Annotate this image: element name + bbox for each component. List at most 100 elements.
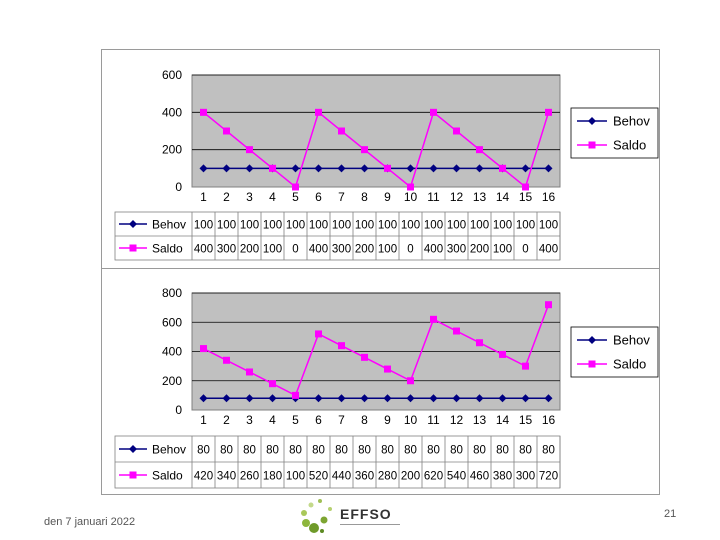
- data-point-behov: [475, 164, 484, 173]
- x-tick-label: 1: [200, 190, 207, 204]
- x-tick-label: 10: [404, 413, 418, 427]
- data-label: 80: [427, 445, 440, 457]
- data-point-saldo: [407, 183, 414, 191]
- x-tick-label: 11: [427, 190, 440, 204]
- data-point-saldo: [246, 146, 253, 154]
- x-tick-label: 2: [223, 190, 230, 204]
- data-label: 460: [470, 471, 489, 483]
- data-point-behov: [337, 394, 346, 403]
- data-label: 100: [286, 220, 305, 232]
- x-tick-label: 9: [384, 190, 391, 204]
- data-point-behov: [498, 394, 507, 403]
- data-label: 100: [516, 220, 535, 232]
- data-point-saldo: [338, 127, 345, 135]
- data-label: 720: [539, 471, 558, 483]
- data-point-behov: [406, 394, 415, 403]
- y-tick-label: 200: [162, 143, 182, 157]
- x-tick-label: 9: [384, 413, 391, 427]
- data-point-saldo: [269, 164, 276, 172]
- footer-date: den 7 januari 2022: [44, 516, 136, 528]
- data-point-saldo: [430, 315, 437, 323]
- data-label: 100: [355, 220, 374, 232]
- logo-text: EFFSO: [340, 506, 392, 522]
- x-tick-label: 6: [315, 190, 322, 204]
- data-label: 100: [217, 220, 236, 232]
- data-point-saldo: [223, 356, 230, 364]
- x-tick-label: 10: [404, 190, 418, 204]
- data-point-saldo: [361, 353, 368, 361]
- x-tick-label: 2: [223, 413, 230, 427]
- page-number: 21: [664, 508, 677, 520]
- data-label: 520: [309, 471, 328, 483]
- series-line-saldo: [203, 111, 550, 189]
- y-tick-label: 600: [162, 315, 182, 329]
- legend-key-marker: [588, 360, 596, 368]
- data-label: 100: [309, 220, 328, 232]
- data-label: 0: [407, 244, 413, 256]
- data-label: 360: [355, 471, 374, 483]
- data-label: 100: [539, 220, 558, 232]
- data-label: 80: [496, 445, 509, 457]
- data-label: 80: [450, 445, 463, 457]
- x-tick-label: 3: [246, 190, 253, 204]
- data-label: 200: [240, 244, 259, 256]
- data-label: 400: [424, 244, 443, 256]
- x-tick-label: 6: [315, 413, 322, 427]
- data-label: 80: [289, 445, 302, 457]
- x-tick-label: 13: [473, 413, 487, 427]
- legend-label: Saldo: [613, 357, 646, 372]
- data-label: 80: [358, 445, 371, 457]
- data-point-saldo: [522, 362, 529, 370]
- data-point-saldo: [338, 342, 345, 350]
- y-tick-label: 400: [162, 105, 182, 119]
- y-tick-label: 200: [162, 374, 182, 388]
- x-tick-label: 8: [361, 190, 368, 204]
- x-tick-label: 15: [519, 190, 533, 204]
- table-series-name: Saldo: [152, 469, 183, 483]
- data-label: 100: [378, 220, 397, 232]
- data-point-behov: [383, 394, 392, 403]
- data-label: 100: [240, 220, 259, 232]
- data-point-behov: [475, 394, 484, 403]
- data-label: 400: [194, 244, 213, 256]
- data-label: 100: [332, 220, 351, 232]
- data-label: 80: [243, 445, 256, 457]
- table-key-marker: [129, 220, 137, 228]
- data-label: 80: [381, 445, 394, 457]
- data-point-saldo: [545, 301, 552, 309]
- x-tick-label: 5: [292, 190, 299, 204]
- data-label: 260: [240, 471, 259, 483]
- data-point-behov: [544, 164, 553, 173]
- data-point-saldo: [223, 127, 230, 135]
- x-tick-label: 3: [246, 413, 253, 427]
- y-tick-label: 0: [175, 180, 182, 194]
- data-point-behov: [199, 164, 208, 173]
- data-point-behov: [222, 394, 231, 403]
- data-label: 80: [312, 445, 325, 457]
- table-series-name: Behov: [152, 218, 186, 232]
- effso-logo: EFFSO: [301, 499, 400, 533]
- data-label: 540: [447, 471, 466, 483]
- x-tick-label: 5: [292, 413, 299, 427]
- data-point-behov: [429, 394, 438, 403]
- data-point-behov: [406, 164, 415, 173]
- data-label: 100: [378, 244, 397, 256]
- data-label: 300: [217, 244, 236, 256]
- x-tick-label: 12: [450, 413, 464, 427]
- data-point-saldo: [499, 164, 506, 172]
- data-label: 340: [217, 471, 236, 483]
- x-tick-label: 14: [496, 190, 510, 204]
- x-tick-label: 16: [542, 413, 556, 427]
- legend-box: [570, 326, 659, 378]
- data-point-behov: [314, 394, 323, 403]
- data-point-saldo: [499, 350, 506, 358]
- data-point-saldo: [476, 146, 483, 154]
- data-label: 80: [404, 445, 417, 457]
- x-tick-label: 7: [338, 413, 345, 427]
- data-label: 440: [332, 471, 351, 483]
- data-label: 200: [401, 471, 420, 483]
- data-label: 80: [197, 445, 210, 457]
- table-series-name: Saldo: [152, 242, 183, 256]
- data-point-saldo: [269, 380, 276, 388]
- data-label: 300: [332, 244, 351, 256]
